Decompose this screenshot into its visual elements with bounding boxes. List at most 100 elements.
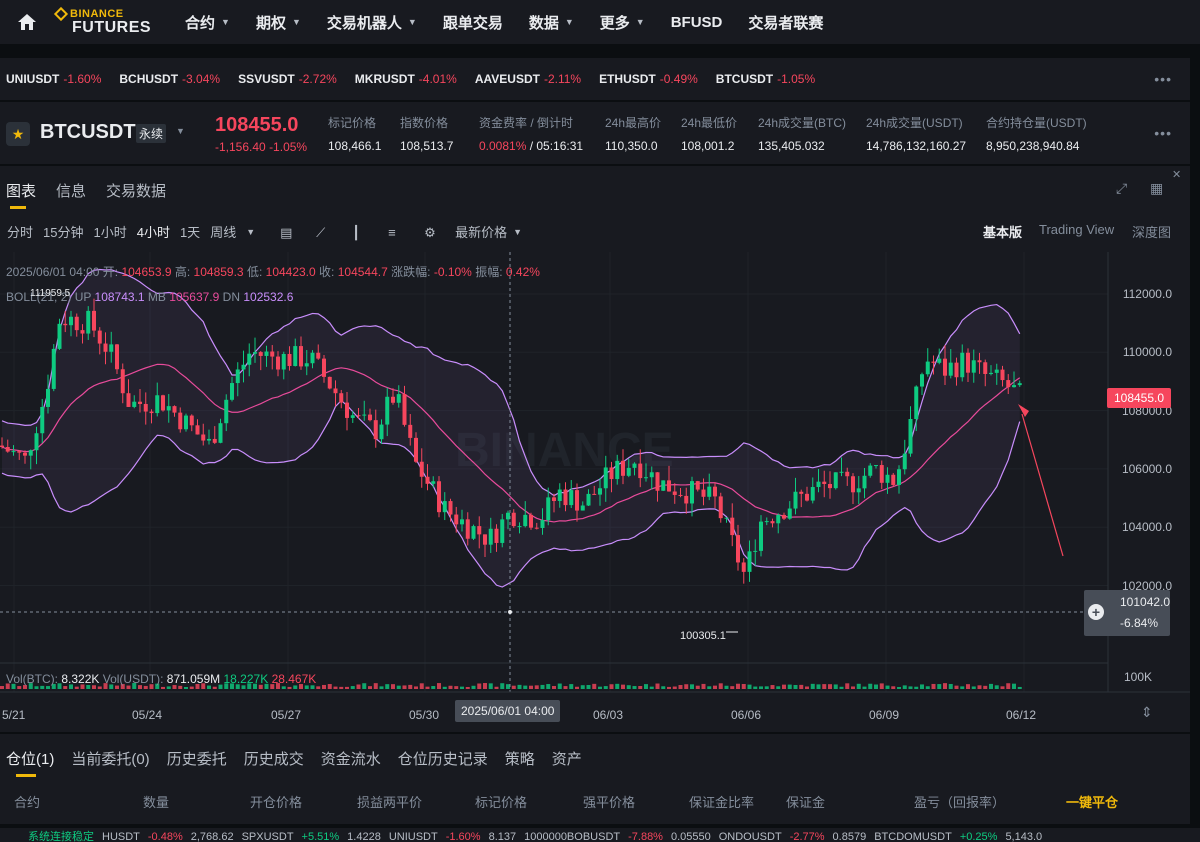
volume-bar [868, 683, 873, 689]
status-symbol[interactable]: HUSDT [102, 831, 140, 842]
ticker-item[interactable]: MKRUSDT -4.01% [355, 72, 457, 86]
timeframe-4[interactable]: 1天 [179, 225, 201, 240]
ticker-item[interactable]: BTCUSDT -1.05% [716, 72, 815, 86]
candle-body [672, 491, 677, 495]
positions-tab-2[interactable]: 历史委托 [166, 751, 227, 768]
low-price-label: 100305.1 [680, 630, 726, 642]
volume-bar [621, 684, 625, 689]
volume-bar [63, 686, 68, 689]
candle-body [569, 490, 574, 506]
price-type-chevron-down-icon[interactable]: ▼ [513, 226, 523, 237]
view-depth[interactable]: 深度图 [1132, 225, 1172, 240]
volume-bar [46, 686, 50, 689]
nav-item-6[interactable]: BFUSD [671, 12, 723, 33]
candle-body [126, 393, 131, 407]
ticker-item[interactable]: AAVEUSDT -2.11% [475, 72, 581, 86]
status-symbol[interactable]: BTCDOMUSDT [874, 831, 952, 842]
nav-item-0[interactable]: 合约 ▼ [185, 12, 230, 33]
positions-tab-4[interactable]: 资金流水 [320, 751, 381, 768]
nav-item-1[interactable]: 期权 ▼ [256, 12, 301, 33]
ticker-item[interactable]: UNIUSDT -1.60% [6, 72, 101, 86]
volume-bar [264, 683, 269, 689]
candle-body [563, 489, 568, 506]
candle-body [350, 415, 355, 418]
settings-gear-icon[interactable]: ⚙ [424, 224, 436, 240]
timeframe-2[interactable]: 1小时 [93, 225, 127, 240]
volume-bar [828, 684, 832, 689]
price-type-select[interactable]: 最新价格 [455, 225, 508, 240]
positions-tab-6[interactable]: 策略 [504, 751, 535, 768]
indicators-icon[interactable]: ≡ [388, 224, 396, 240]
nav-item-4[interactable]: 数据 ▼ [529, 12, 574, 33]
volume-bar [989, 683, 993, 689]
volume-bar [770, 685, 775, 689]
volume-bar [17, 686, 22, 689]
status-symbol[interactable]: UNIUSDT [388, 831, 438, 842]
add-order-plus-icon[interactable]: + [1088, 604, 1104, 620]
favorite-star-icon[interactable]: ★ [6, 122, 30, 146]
volume-bar [316, 686, 321, 689]
stat-value-wrap: 108,001.2 [681, 139, 737, 153]
chart-tab-1[interactable]: 信息 [56, 183, 87, 200]
volume-bar [333, 686, 338, 689]
candle-body [195, 425, 200, 435]
positions-tab-3[interactable]: 历史成交 [243, 751, 304, 768]
volume-bar [586, 685, 591, 689]
ticker-more-icon[interactable]: ••• [1154, 71, 1172, 87]
stat-value-wrap: 110,350.0 [605, 139, 661, 153]
positions-tab-5[interactable]: 仓位历史记录 [397, 751, 488, 768]
status-symbol[interactable]: ONDOUSDT [718, 831, 782, 842]
fullscreen-icon[interactable]: ⤢ [1116, 180, 1128, 196]
nav-item-5[interactable]: 更多 ▼ [600, 12, 645, 33]
volume-bar [465, 686, 470, 689]
crosshair-time-label: 2025/06/01 04:00 [455, 700, 561, 722]
view-tradingview[interactable]: Trading View [1039, 222, 1115, 237]
layout-icon[interactable]: ▦ [1150, 180, 1164, 196]
candle-body [897, 469, 901, 485]
ticker-item[interactable]: SSVUSDT -2.72% [238, 72, 337, 86]
candle-type-icon[interactable]: ┃ [352, 224, 360, 240]
fit-axis-icon[interactable]: ⇕ [1141, 704, 1153, 720]
candle-body [483, 534, 487, 545]
timeframe-1[interactable]: 15分钟 [43, 225, 84, 240]
nav-item-2[interactable]: 交易机器人 ▼ [327, 12, 417, 33]
candlestick-chart[interactable]: BINANCE [0, 166, 1190, 732]
candle-body [57, 323, 62, 349]
volume-bar [235, 684, 240, 689]
symbol-name[interactable]: BTCUSDT [40, 121, 136, 143]
candle-body [644, 477, 648, 479]
candle-body [304, 363, 309, 367]
positions-tab-1[interactable]: 当前委托(0) [71, 751, 150, 768]
timeframe-5[interactable]: 周线 [210, 225, 237, 240]
positions-column-header: 保证金 [786, 795, 826, 810]
positions-tab-7[interactable]: 资产 [551, 751, 582, 768]
close-panel-icon[interactable]: ✕ [1172, 169, 1182, 181]
status-symbol[interactable]: 1000000BOBUSDT [524, 831, 621, 842]
positions-tab-0[interactable]: 仓位(1) [6, 748, 54, 777]
header-more-icon[interactable]: ••• [1154, 125, 1172, 141]
volume-bar [925, 686, 930, 689]
chart-tab-0[interactable]: 图表 [6, 180, 36, 209]
boll-up-value: 108743.1 [94, 290, 145, 304]
home-icon[interactable] [0, 0, 54, 44]
symbol-chevron-down-icon[interactable]: ▼ [176, 126, 185, 136]
view-basic[interactable]: 基本版 [983, 225, 1023, 240]
chart-tab-2[interactable]: 交易数据 [106, 183, 167, 200]
nav-item-7[interactable]: 交易者联赛 [748, 12, 823, 33]
drawing-tools-icon[interactable]: ⟋ [316, 224, 326, 240]
candle-body [707, 486, 712, 497]
timeframe-chevron-down-icon[interactable]: ▼ [246, 226, 256, 237]
close-all-button[interactable]: 一键平仓 [1066, 795, 1119, 810]
binance-futures-logo[interactable]: BINANCE FUTURES [53, 0, 164, 44]
volume-bar [86, 685, 91, 689]
timeframe-0[interactable]: 分时 [7, 225, 34, 240]
calendar-icon[interactable]: ▤ [280, 224, 293, 240]
candle-body [494, 528, 499, 543]
ticker-item[interactable]: ETHUSDT -0.49% [599, 72, 698, 86]
timeframe-3[interactable]: 4小时 [136, 225, 170, 240]
status-symbol[interactable]: SPXUSDT [241, 831, 294, 842]
ticker-item[interactable]: BCHUSDT -3.04% [119, 72, 220, 86]
volume-bar [287, 686, 292, 689]
volume-bar [540, 684, 545, 689]
nav-item-3[interactable]: 跟单交易 [443, 12, 503, 33]
